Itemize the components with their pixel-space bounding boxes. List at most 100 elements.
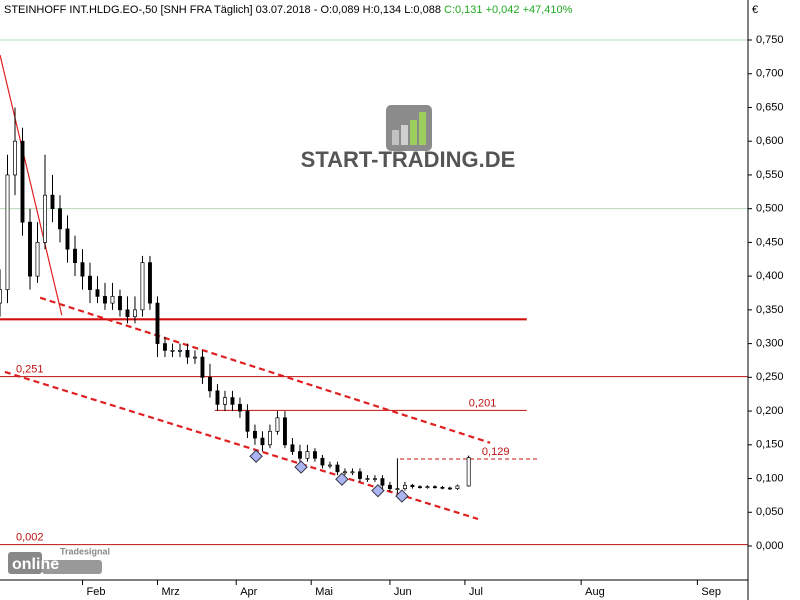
candle-body	[395, 488, 400, 491]
marker	[294, 460, 308, 474]
candle-body	[380, 478, 385, 486]
watermark-logo	[386, 105, 432, 151]
candle-body	[73, 248, 77, 263]
trend-line	[39, 296, 491, 444]
candle-body	[312, 451, 317, 459]
trend-line	[0, 54, 63, 316]
candle-body	[178, 349, 182, 352]
y-tick-label: 0,700	[756, 68, 784, 80]
candle-body	[253, 430, 257, 439]
candle-body	[148, 262, 152, 304]
candle-body	[133, 309, 137, 317]
marker	[249, 449, 263, 463]
candle-body	[417, 486, 422, 488]
x-tick-label: Sep	[701, 586, 721, 598]
candle-body	[215, 390, 220, 405]
candle-body	[466, 457, 471, 487]
candle-body	[223, 397, 227, 405]
title-change: C:0,131 +0,042 +47,410%	[444, 4, 573, 16]
logo-bottom: online	[12, 556, 59, 573]
candle-body	[208, 376, 212, 392]
candle-body	[193, 356, 197, 359]
marker	[335, 472, 349, 486]
candle-body	[245, 410, 250, 432]
y-tick-label: 0,000	[756, 540, 784, 552]
plot: 0,251 0,201 0,129 0,002	[0, 39, 748, 546]
x-tick-label: Mrz	[161, 586, 179, 598]
y-tick-label: 0,150	[756, 439, 784, 451]
candle-body	[290, 444, 295, 452]
y-tick-label: 0,400	[756, 270, 784, 282]
candle-body	[110, 296, 115, 304]
y-tick-label: 0,450	[756, 236, 784, 248]
x-tick-label: Apr	[240, 586, 257, 598]
y-tick-label: 0,350	[756, 304, 784, 316]
title-main: STEINHOFF INT.HLDG.EO-,50 [SNH FRA Tägli…	[4, 4, 441, 16]
candle-body	[335, 464, 340, 473]
candle-body	[155, 302, 160, 344]
candle-body	[268, 430, 272, 446]
candle-body	[125, 309, 130, 317]
candle-body	[163, 343, 167, 351]
provider-logo	[8, 552, 102, 574]
candle-body	[58, 208, 62, 230]
candle-body	[327, 464, 332, 467]
chart-title: STEINHOFF INT.HLDG.EO-,50 [SNH FRA Tägli…	[4, 4, 573, 16]
y-tick-label: 0,100	[756, 472, 784, 484]
candle-body	[410, 484, 415, 487]
candle-body	[455, 485, 460, 490]
marker	[371, 483, 385, 498]
level-label: 0,201	[469, 397, 497, 409]
candle-body	[5, 174, 10, 290]
candle-body	[80, 262, 85, 277]
candle-body	[350, 471, 355, 474]
y-tick-label: 0,050	[756, 506, 784, 518]
level-label: 0,002	[16, 532, 44, 544]
y-unit: €	[752, 4, 758, 16]
x-tick-label: Jun	[394, 586, 412, 598]
candle-body	[230, 397, 235, 405]
candle-body	[118, 296, 122, 311]
x-tick-label: Mai	[315, 586, 333, 598]
y-tick-label: 0,200	[756, 405, 784, 417]
logo-top: Tradesignal	[60, 546, 110, 556]
candle-body	[238, 403, 242, 412]
candle-body	[275, 417, 280, 432]
candle-body	[320, 457, 325, 466]
candle-body	[365, 478, 370, 480]
candle-body	[342, 471, 347, 474]
candle-body	[103, 296, 107, 304]
y-tick-label: 0,600	[756, 135, 784, 147]
candle-body	[305, 451, 310, 459]
candle-body	[65, 228, 70, 250]
candle-body	[387, 484, 392, 490]
candle-body	[297, 451, 302, 459]
y-tick-label: 0,500	[756, 203, 784, 215]
y-tick-label: 0,750	[756, 34, 784, 46]
candle-body	[0, 289, 2, 304]
candle-body	[35, 242, 40, 277]
candle-body	[440, 486, 445, 489]
candle-body	[357, 471, 362, 479]
candle-body	[283, 417, 287, 446]
watermark: START-TRADING.DE	[301, 147, 516, 172]
level-label: 0,251	[16, 364, 44, 376]
candle-body	[13, 140, 17, 176]
y-tick-label: 0,300	[756, 338, 784, 350]
candle-body	[50, 194, 55, 210]
x-tick-label: Jul	[469, 586, 483, 598]
candle-body	[260, 437, 265, 446]
x-tick-label: Aug	[585, 586, 605, 598]
y-tick-label: 0,250	[756, 371, 784, 383]
candle-body	[200, 356, 205, 378]
candle-body	[425, 486, 430, 488]
candle-body	[170, 349, 175, 352]
y-tick-label: 0,550	[756, 169, 784, 181]
candle-body	[95, 289, 100, 297]
marker	[395, 489, 409, 503]
level-label: 0,129	[482, 446, 510, 458]
candle-body	[432, 486, 437, 488]
candle-body	[88, 275, 92, 290]
candle-body	[20, 140, 25, 223]
